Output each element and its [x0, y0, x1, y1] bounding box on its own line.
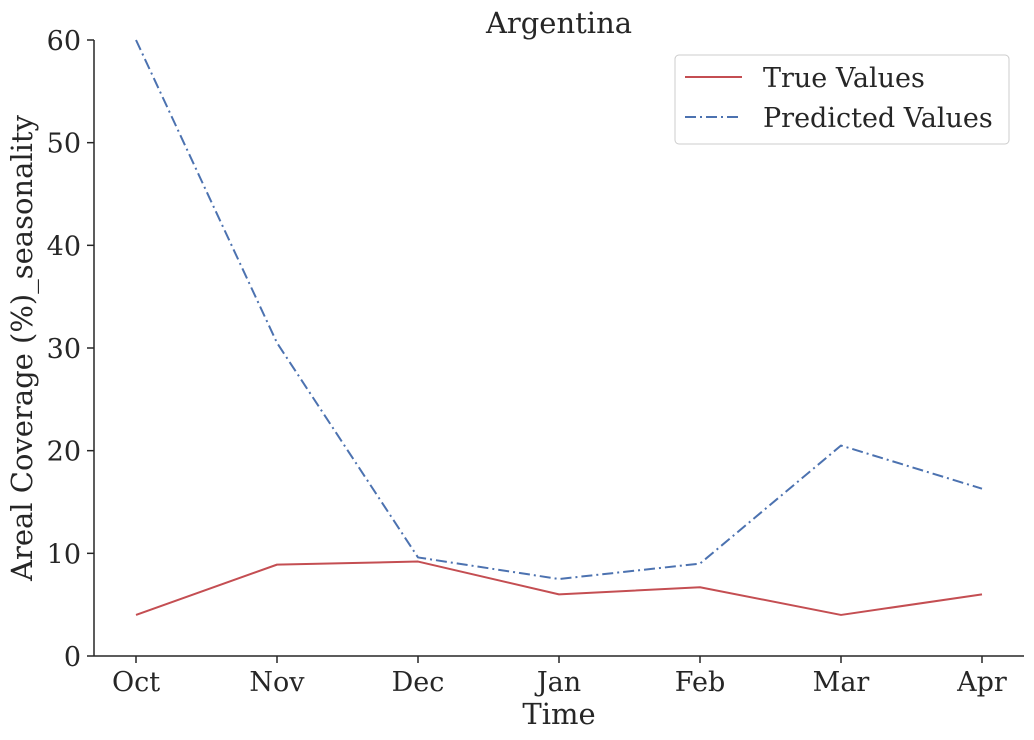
y-tick-label: 10: [47, 539, 81, 570]
legend-label-predicted-values: Predicted Values: [763, 103, 993, 134]
x-axis-ticks: Oct Nov Dec Jan Feb Mar Apr: [112, 656, 1007, 698]
plot-lines: [135, 39, 983, 616]
y-axis-ticks: 0 10 20 30 40 50 60: [47, 26, 94, 673]
y-tick-label: 30: [47, 334, 81, 365]
x-tick-label: Dec: [392, 667, 445, 698]
legend-box: [674, 54, 1010, 145]
legend-label-true-values: True Values: [763, 63, 925, 94]
legend: True Values Predicted Values: [674, 54, 1010, 145]
y-tick-label: 60: [47, 26, 81, 57]
x-tick-label: Feb: [675, 667, 726, 698]
series-line-predicted-values: [135, 39, 983, 580]
chart-title: Argentina: [485, 6, 632, 40]
series-line-true-values: [135, 560, 983, 616]
x-tick-label: Mar: [813, 667, 870, 698]
x-tick-label: Nov: [249, 667, 305, 698]
x-tick-label: Jan: [534, 667, 581, 698]
y-axis-label: Areal Coverage (%)_seasonality: [5, 114, 40, 582]
y-tick-label: 50: [47, 129, 81, 160]
y-tick-label: 40: [47, 231, 81, 262]
y-tick-label: 0: [64, 642, 81, 673]
x-axis-label: Time: [522, 697, 595, 731]
x-tick-label: Apr: [956, 667, 1007, 698]
x-tick-label: Oct: [112, 667, 160, 698]
y-tick-label: 20: [47, 437, 81, 468]
